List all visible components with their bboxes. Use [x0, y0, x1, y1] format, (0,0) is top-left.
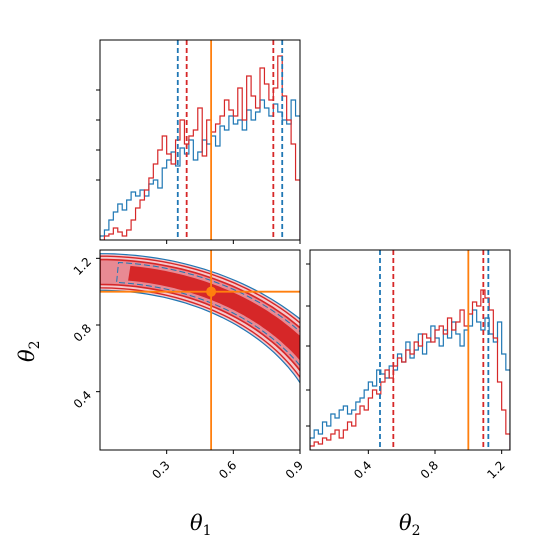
panel-hist-theta1 [96, 39, 301, 244]
contour-line-blue-dashed [116, 261, 300, 367]
contour-ytick-label-1: 0.8 [71, 321, 94, 344]
hist-theta2-series-red [310, 289, 510, 450]
panel-contour: 0.3 0.6 0.9 0.4 0.8 1.2 [71, 249, 306, 482]
contour-band-inner [128, 265, 300, 361]
hist-theta2-frame [309, 249, 511, 451]
hist-theta2-xtick-label-0: 0.4 [351, 458, 374, 481]
x-axis-label-theta1: θ1 [190, 511, 212, 539]
truth-point [206, 286, 217, 297]
x-axis-label-theta2: θ2 [399, 511, 421, 539]
hist-theta1-frame [99, 39, 301, 241]
hist-theta1-series-red [100, 55, 300, 240]
y-axis-label-theta2: θ2 [15, 340, 43, 362]
contour-line-red [100, 255, 300, 379]
contour-frame [99, 249, 301, 451]
panel-hist-theta2: 0.4 0.8 1.2 [306, 249, 511, 482]
contour-xtick-label-1: 0.6 [216, 458, 239, 481]
hist-theta2-xtick-label-1: 0.8 [418, 458, 441, 481]
hist-theta2-xtick-label-2: 1.2 [484, 458, 507, 481]
contour-band-mid [100, 258, 300, 372]
contour-xtick-label-2: 0.9 [283, 458, 306, 481]
contour-ytick-label-2: 1.2 [71, 255, 94, 278]
contour-xtick-label-0: 0.3 [149, 458, 172, 481]
hist-theta1-series-blue [100, 99, 300, 240]
contour-ytick-label-0: 0.4 [71, 388, 94, 411]
